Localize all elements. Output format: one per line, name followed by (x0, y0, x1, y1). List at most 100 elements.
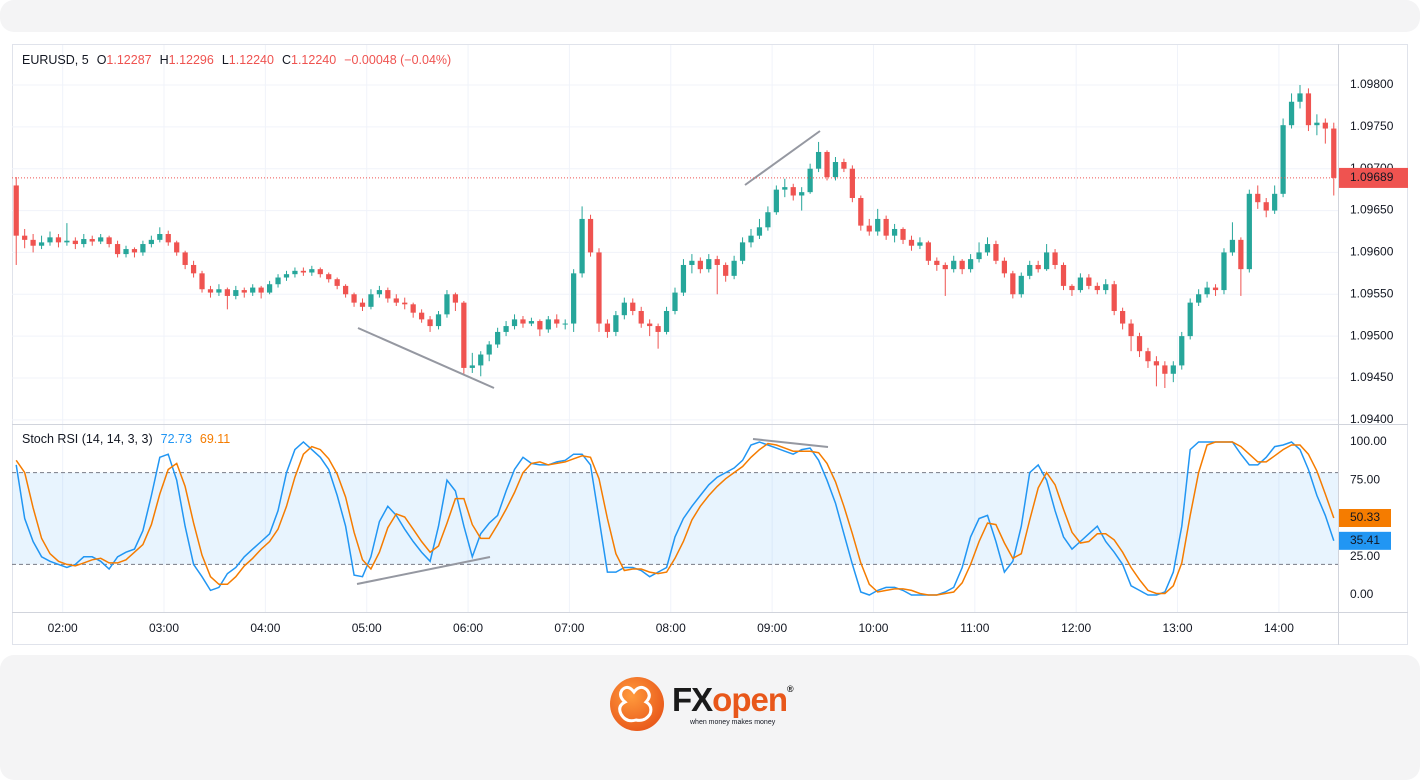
candle-body (613, 315, 619, 332)
x-tick-label: 13:00 (1163, 621, 1193, 635)
candle-body (233, 290, 239, 296)
last-value-tag (1339, 531, 1391, 550)
candle-body (765, 212, 771, 228)
logo-text: FXopen® (672, 681, 794, 718)
candle-body (1263, 202, 1269, 211)
candle-body (368, 294, 374, 307)
logo-registered: ® (787, 684, 794, 694)
logo-bull (618, 685, 653, 723)
candle-body (756, 227, 763, 236)
stoch-line (15, 441, 1335, 596)
y-tick-label: 1.09550 (1350, 286, 1394, 300)
candle-body (174, 242, 180, 253)
candle-body (224, 289, 230, 296)
candle-body (1010, 273, 1016, 295)
candle-body (1094, 285, 1100, 291)
candle-body (427, 319, 433, 327)
candle-body (799, 192, 805, 196)
candle-body (1255, 193, 1261, 203)
candle-body (444, 294, 450, 315)
candle-body (402, 302, 408, 305)
candle-body (38, 242, 45, 246)
candle-body (537, 321, 543, 330)
trend-line (357, 327, 495, 389)
candle-body (984, 244, 991, 253)
candle-body (469, 365, 475, 368)
y-tick-label: 1.09500 (1350, 328, 1394, 342)
candle-body (925, 242, 931, 261)
candle-body (300, 270, 307, 273)
trend-line (752, 438, 829, 448)
candle-body (410, 304, 416, 313)
x-tick-label: 06:00 (453, 621, 483, 635)
x-tick-label: 03:00 (149, 621, 179, 635)
y-tick-label: 1.09450 (1350, 370, 1394, 384)
candle-body (714, 259, 720, 265)
candle-body (883, 218, 889, 236)
candle-body (866, 225, 872, 232)
x-tick-label: 11:00 (960, 621, 989, 635)
candle-body (723, 264, 729, 276)
y2-tick-label: 25.00 (1350, 549, 1380, 563)
candle-body (123, 249, 129, 255)
footer-area (0, 655, 1420, 780)
ohlc-key: C (282, 53, 291, 67)
y-tick-label: 1.09750 (1350, 119, 1394, 133)
candle-body (1272, 193, 1278, 211)
last-value-label: 35.41 (1350, 533, 1380, 547)
candle-body (1086, 277, 1092, 286)
candle-body (190, 264, 197, 274)
candle-body (1170, 365, 1176, 374)
candle-body (131, 249, 138, 253)
candle-body (22, 235, 28, 240)
trend-lines (356, 130, 829, 585)
candle-body (647, 323, 653, 327)
candle-body (435, 314, 442, 327)
candle-body (1043, 252, 1050, 270)
logo-mark (610, 677, 664, 731)
candle-body (621, 302, 627, 316)
candle-body (587, 218, 594, 253)
candle-body (292, 270, 298, 275)
candle-body (1060, 264, 1067, 286)
candle-body (1111, 284, 1117, 312)
candle-body (579, 218, 585, 274)
candle-body (554, 319, 560, 324)
candle-body (81, 239, 87, 245)
candle-body (1196, 294, 1202, 303)
candle-body (182, 252, 188, 265)
band-fill (12, 472, 1338, 565)
candle-body (1069, 285, 1075, 291)
candle-body (900, 228, 906, 240)
candle-body (824, 151, 830, 178)
candle-body (1162, 365, 1168, 374)
candle-body (959, 260, 965, 270)
x-tick-label: 08:00 (656, 621, 686, 635)
candle-body (283, 274, 290, 278)
logo: FXopen® when money makes money (610, 677, 795, 731)
x-tick-label: 12:00 (1061, 621, 1091, 635)
logo-open: open (712, 681, 787, 718)
candle-body (1280, 125, 1286, 194)
candle-body (849, 168, 855, 199)
y-tick-label: 1.09600 (1350, 245, 1394, 259)
x-tick-label: 09:00 (757, 621, 787, 635)
candle-body (309, 269, 315, 273)
candle-body (1229, 239, 1236, 253)
candle-body (562, 323, 568, 325)
candle-body (1297, 93, 1303, 102)
candle-body (359, 302, 366, 307)
candle-body (503, 326, 509, 332)
candle-body (317, 269, 323, 275)
candle-body (216, 289, 222, 293)
x-tick-label: 02:00 (48, 621, 78, 635)
candle-body (1288, 101, 1295, 126)
candle-body (1204, 287, 1210, 295)
candle-body (680, 264, 687, 293)
candle-body (157, 234, 163, 240)
x-tick-label: 04:00 (250, 621, 280, 635)
candle-body (1153, 361, 1160, 366)
ohlc-key: L (222, 53, 229, 67)
candle-body (1187, 302, 1193, 337)
